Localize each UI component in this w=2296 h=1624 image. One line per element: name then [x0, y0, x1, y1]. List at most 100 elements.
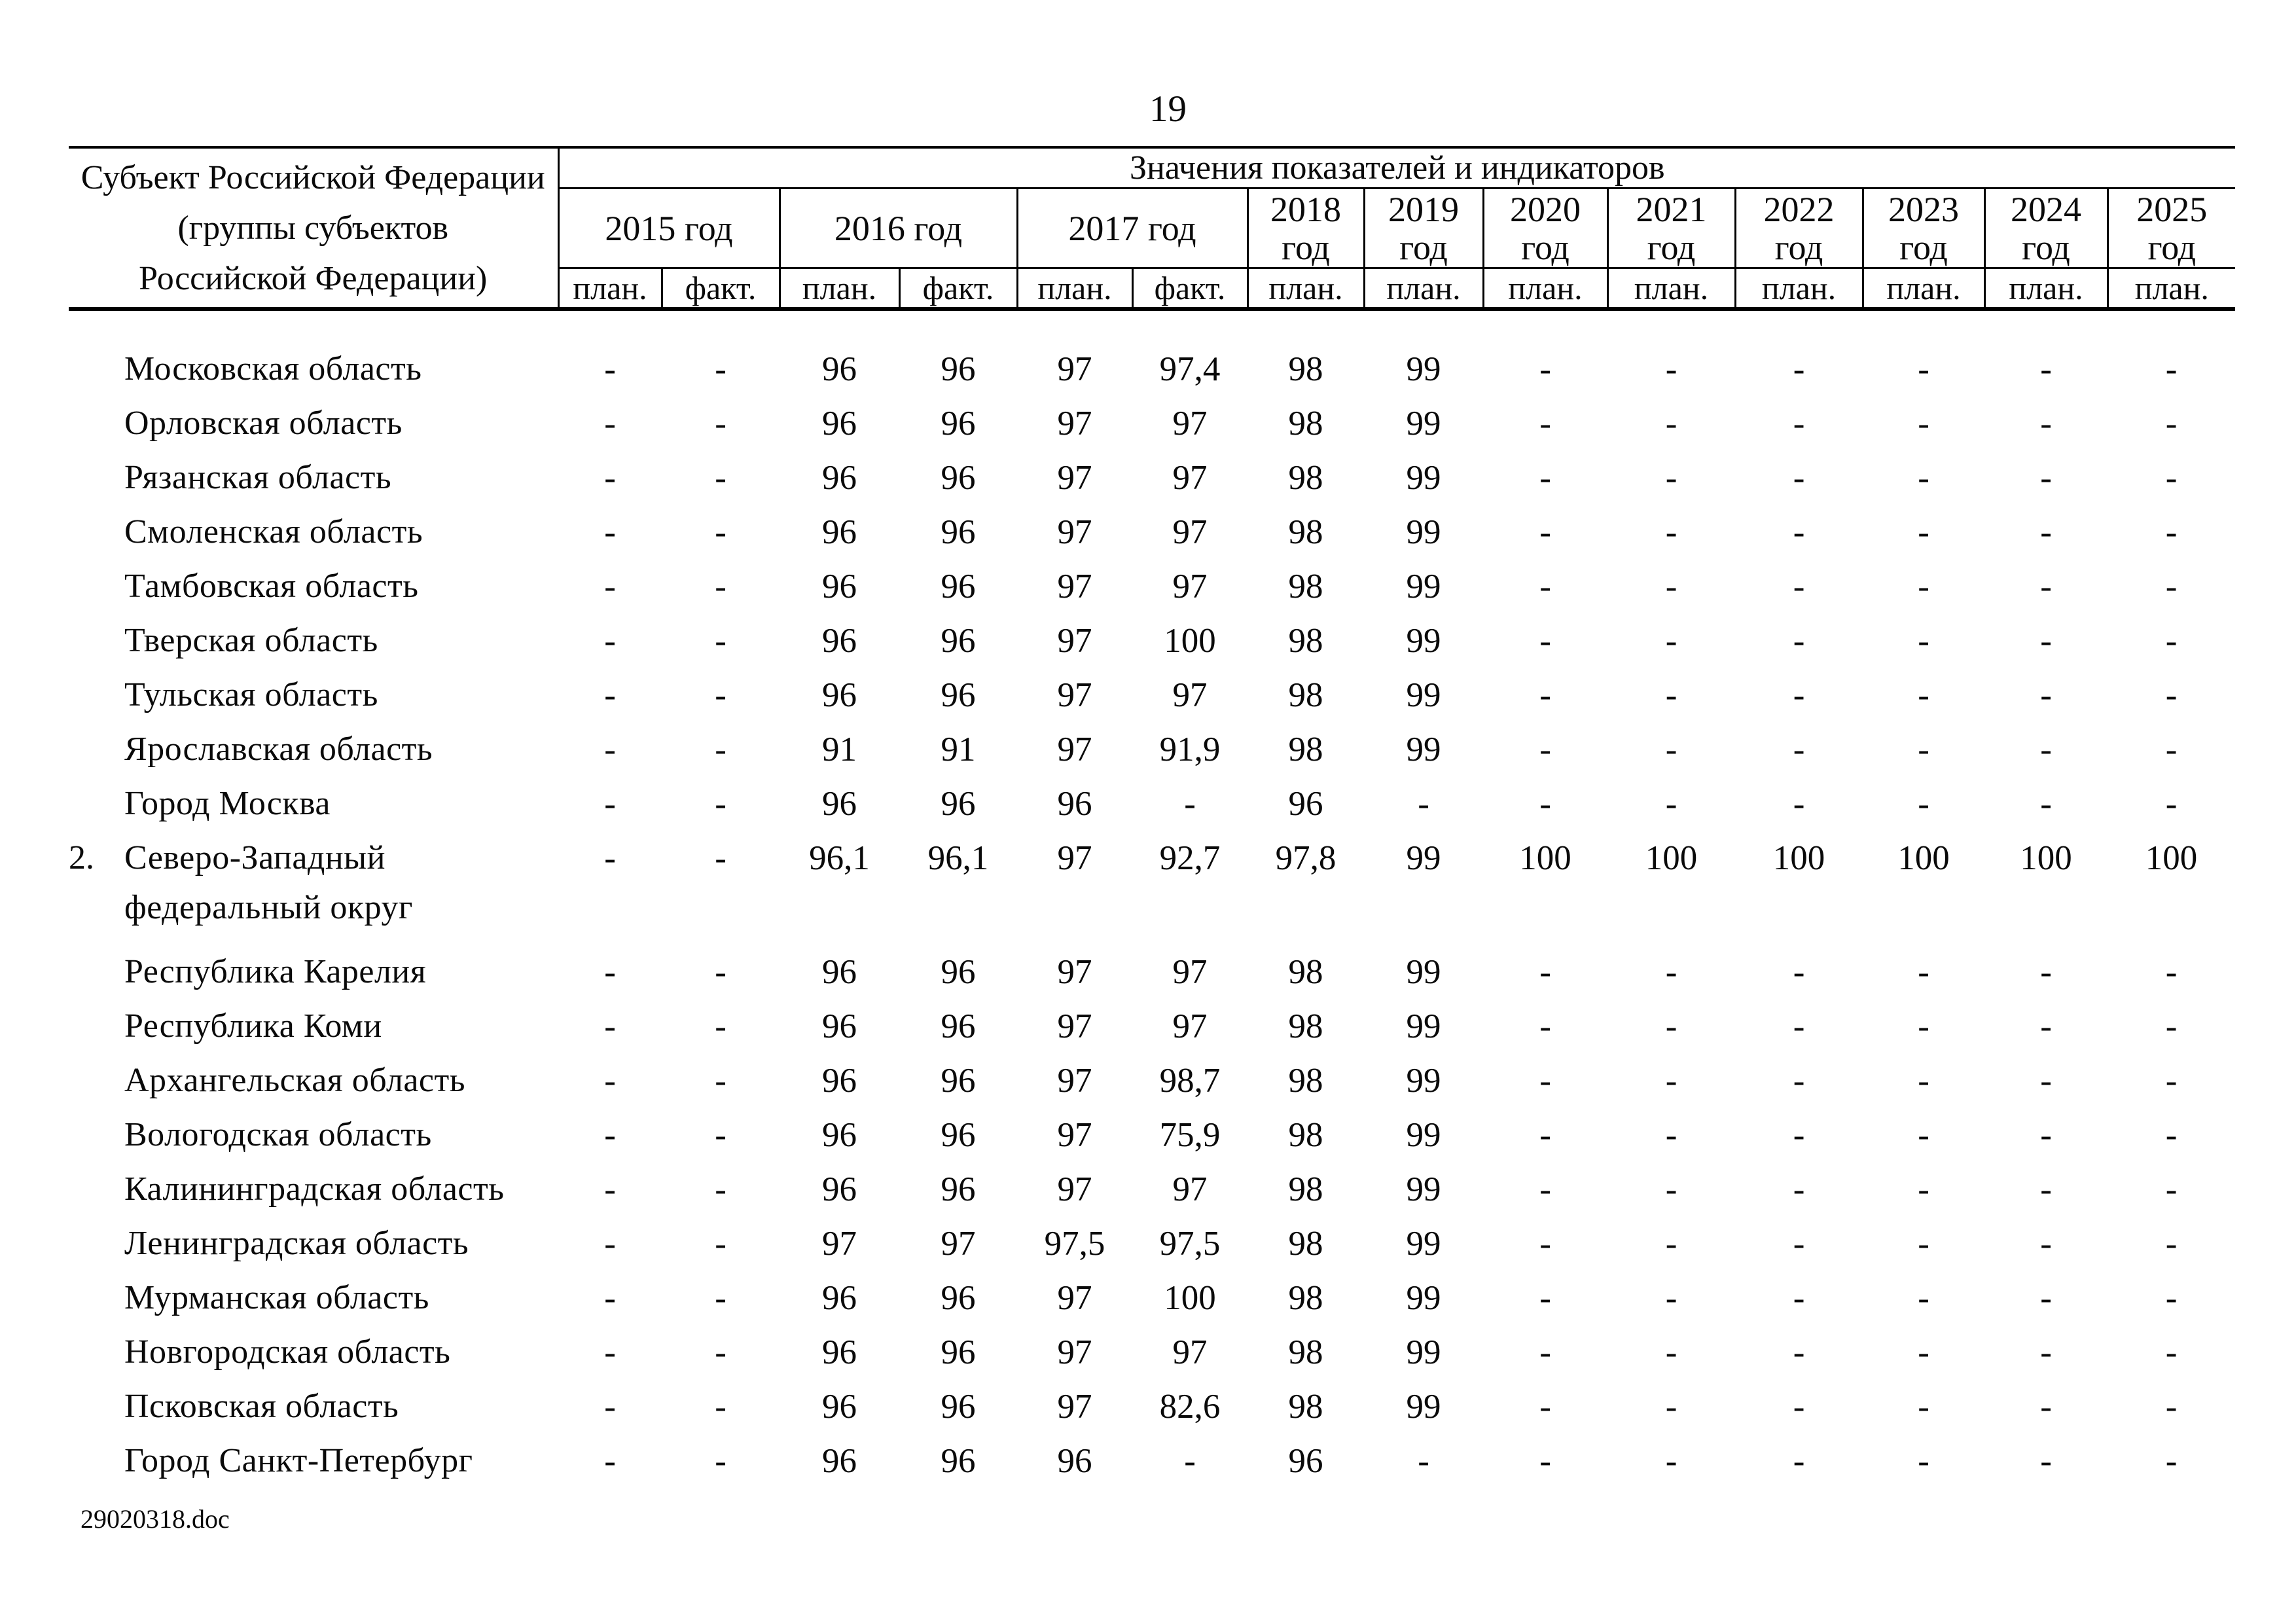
value-cell: - [2040, 1007, 2052, 1045]
value-cell: - [1918, 513, 1929, 551]
value-cell: - [1793, 1170, 1805, 1208]
region-name: Смоленская область [124, 513, 423, 550]
table-row: Город Москва - - 96 96 96 - 96 - - - - - - - [69, 779, 2235, 833]
value-cell: 98 [1288, 1225, 1323, 1263]
value-cell: - [1539, 350, 1551, 388]
value-cell: 98 [1288, 676, 1323, 714]
value-cell: 96 [1288, 1442, 1323, 1480]
value-cell: - [715, 350, 726, 388]
row-number [69, 1110, 124, 1164]
value-cell: - [1665, 676, 1677, 714]
value-cell: 98 [1288, 1333, 1323, 1371]
plan-fact-header: план. [1363, 268, 1484, 311]
value-cell: - [715, 785, 726, 823]
value-cell: - [715, 1442, 726, 1480]
value-cell: 96 [822, 1116, 857, 1154]
value-cell: 99 [1406, 676, 1441, 714]
value-cell: 98 [1288, 350, 1323, 388]
value-cell: - [1665, 622, 1677, 660]
value-cell: - [604, 1225, 616, 1263]
value-cell: 96,1 [809, 839, 870, 877]
value-cell: - [604, 1062, 616, 1100]
value-cell: - [604, 350, 616, 388]
table-body: Московская область - - 96 96 97 97,4 98 99 - - - - - -… [69, 309, 2235, 1490]
header-row-years: 2015 год 2016 год 2017 год 2018 год 2019 год… [69, 188, 2236, 269]
value-cell: - [604, 676, 616, 714]
value-cell: - [1918, 1333, 1929, 1371]
value-cell: 98 [1288, 731, 1323, 768]
value-cell: - [1918, 676, 1929, 714]
value-cell: - [1539, 1388, 1551, 1426]
value-cell: 98 [1288, 1170, 1323, 1208]
value-cell: 99 [1406, 405, 1441, 442]
value-cell: 100 [2020, 839, 2072, 877]
subject-column-header: Субъект Российской Федерации (группы суб… [69, 146, 560, 311]
value-cell: - [2165, 785, 2178, 823]
row-number [69, 1056, 124, 1110]
row-number [69, 947, 124, 1001]
value-cell: - [2040, 785, 2052, 823]
value-cell: 96 [1057, 1442, 1092, 1480]
value-cell: 99 [1406, 1062, 1441, 1100]
year-header: 2020 год [1482, 188, 1608, 269]
value-cell: - [2040, 1116, 2052, 1154]
values-title-header: Значения показателей и индикаторов [558, 146, 2236, 189]
value-cell: 99 [1406, 1388, 1441, 1426]
value-cell: - [2165, 622, 2178, 660]
value-cell: - [1665, 350, 1677, 388]
value-cell: 97 [1172, 1170, 1208, 1208]
value-cell: 99 [1406, 1116, 1441, 1154]
value-cell: 91,9 [1159, 731, 1221, 768]
year-header: 2025 год [2106, 188, 2236, 269]
region-name: Ленинградская область [124, 1225, 469, 1262]
value-cell: - [1918, 731, 1929, 768]
value-cell: 96 [941, 1116, 976, 1154]
region-name: Вологодская область [124, 1116, 432, 1153]
value-cell: - [1918, 785, 1929, 823]
row-number [69, 344, 124, 399]
table-row: Рязанская область - - 96 96 97 97 98 99 - - - - - - [69, 453, 2235, 507]
value-cell: - [604, 513, 616, 551]
value-cell: - [604, 1333, 616, 1371]
value-cell: - [1539, 1170, 1551, 1208]
value-cell: - [1793, 731, 1805, 768]
plan-fact-header: план. [557, 268, 662, 311]
value-cell: - [2165, 1225, 2178, 1263]
value-cell: 97 [1057, 1388, 1092, 1426]
value-cell: 98 [1288, 568, 1323, 605]
table-row: Орловская область - - 96 96 97 97 98 99 - - - - - - [69, 399, 2235, 453]
row-number [69, 1327, 124, 1382]
value-cell: 96 [822, 1062, 857, 1100]
value-cell: - [1793, 568, 1805, 605]
value-cell: 100 [1645, 839, 1698, 877]
year-header: 2021 год [1606, 188, 1736, 269]
value-cell: 99 [1406, 1279, 1441, 1317]
value-cell: - [1918, 405, 1929, 442]
table-row: 2. Северо-Западный федеральный округ - - 96,… [69, 833, 2235, 947]
value-cell: 96 [822, 350, 857, 388]
value-cell: - [604, 459, 616, 497]
value-cell: 99 [1406, 350, 1441, 388]
value-cell: 91 [822, 731, 857, 768]
value-cell: 97 [1057, 405, 1092, 442]
value-cell: 97 [1057, 1007, 1092, 1045]
row-number: 2. [69, 839, 94, 876]
value-cell: - [604, 622, 616, 660]
value-cell: - [1539, 1442, 1551, 1480]
value-cell: - [1539, 731, 1551, 768]
value-cell: - [604, 1007, 616, 1045]
value-cell: - [1793, 1007, 1805, 1045]
value-cell: 96 [941, 1442, 976, 1480]
value-cell: 97 [1172, 953, 1208, 991]
value-cell: 97 [822, 1225, 857, 1263]
value-cell: - [715, 1116, 726, 1154]
value-cell: 97 [1057, 350, 1092, 388]
year-header: 2015 год [557, 188, 780, 269]
value-cell: - [1918, 1170, 1929, 1208]
region-name: Тульская область [124, 676, 378, 713]
value-cell: - [604, 1116, 616, 1154]
value-cell: - [2165, 1170, 2178, 1208]
value-cell: - [2040, 676, 2052, 714]
value-cell: 96 [822, 405, 857, 442]
